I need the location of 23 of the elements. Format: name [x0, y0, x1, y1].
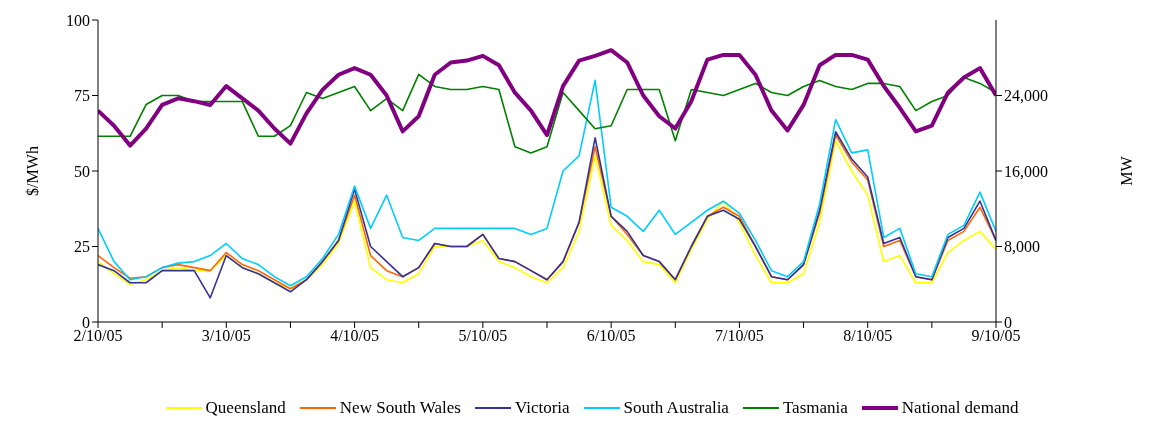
legend-label: New South Wales: [339, 398, 461, 418]
legend-label: Queensland: [205, 398, 286, 418]
y2-tick-label: 8,000: [1004, 238, 1040, 256]
y-tick-label: 75: [74, 87, 90, 105]
line-series: [98, 79, 996, 287]
y2-axis-title: MW: [1117, 155, 1135, 186]
x-tick-label: 8/10/05: [843, 327, 893, 345]
y2-tick-label: 16,000: [1004, 162, 1048, 180]
y2-tick-label: 24,000: [1004, 87, 1048, 105]
legend-label: Victoria: [514, 398, 570, 418]
x-tick-label: 4/10/05: [330, 327, 380, 345]
x-tick-label: 5/10/05: [458, 327, 508, 345]
x-tick-label: 7/10/05: [714, 327, 764, 345]
y-tick-label: 100: [66, 11, 90, 29]
legend-label: Tasmania: [782, 398, 848, 418]
line-series: [98, 48, 996, 148]
y-axis-title: $/MWh: [23, 146, 41, 196]
y-tick-label: 50: [74, 162, 90, 180]
legend-label: National demand: [901, 398, 1019, 418]
x-tick-label: 6/10/05: [586, 327, 636, 345]
x-tick-label: 3/10/05: [201, 327, 251, 345]
y-tick-label: 25: [74, 238, 90, 256]
legend-label: South Australia: [623, 398, 729, 418]
